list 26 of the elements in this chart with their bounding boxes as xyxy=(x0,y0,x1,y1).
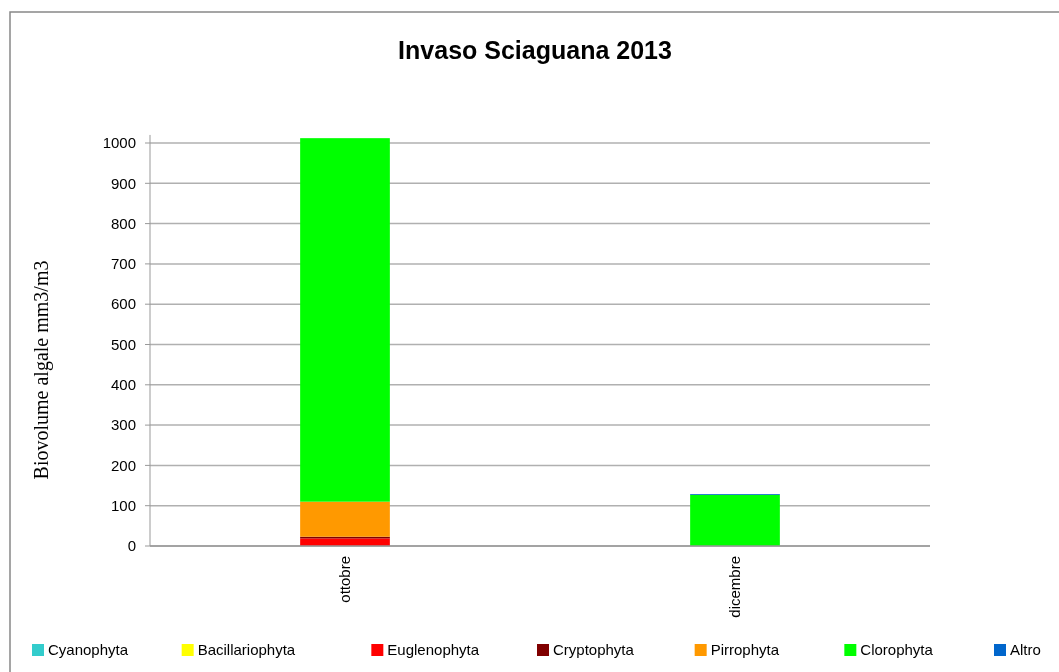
y-tick-label: 400 xyxy=(110,376,136,394)
bar xyxy=(300,501,390,537)
y-tick-label: 100 xyxy=(110,496,136,514)
x-tick-label: ottobre xyxy=(336,556,354,603)
legend-label: Pirrophyta xyxy=(710,641,780,659)
y-tick-label: 600 xyxy=(110,295,136,313)
legend-label: Clorophyta xyxy=(860,641,934,659)
legend-label: Bacillariophyta xyxy=(197,641,296,659)
y-tick-label: 800 xyxy=(110,214,136,232)
legend-label: Altro xyxy=(1010,641,1041,659)
y-tick-label: 700 xyxy=(110,255,136,273)
y-tick-label: 900 xyxy=(110,174,136,192)
legend-label: Cryptophyta xyxy=(553,641,635,659)
legend-label: Euglenophyta xyxy=(387,641,480,659)
bar xyxy=(690,494,780,546)
bar xyxy=(300,538,390,546)
x-tick-label: dicembre xyxy=(726,556,744,618)
y-tick-label: 1000 xyxy=(102,134,136,152)
y-tick-label: 300 xyxy=(110,416,136,434)
y-axis-title: Biovolume algale mm3/m3 xyxy=(30,260,53,480)
y-tick-label: 0 xyxy=(127,537,136,555)
bar xyxy=(300,138,390,502)
legend-label: Cyanophyta xyxy=(48,641,129,659)
y-tick-label: 200 xyxy=(110,456,136,474)
y-tick-label: 500 xyxy=(110,335,136,353)
chart-title: Invaso Sciaguana 2013 xyxy=(398,36,672,64)
